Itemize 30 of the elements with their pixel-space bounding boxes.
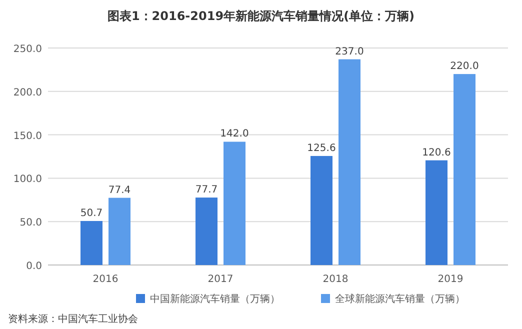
y-tick-label: 200.0: [13, 87, 42, 98]
bar: [310, 156, 332, 265]
x-tick-label: 2018: [322, 274, 348, 285]
legend-label: 全球新能源汽车销量（万辆）: [335, 293, 465, 305]
data-label: 125.6: [307, 142, 336, 154]
x-tick-label: 2017: [208, 274, 234, 285]
data-label: 77.4: [108, 184, 131, 196]
y-tick-label: 0.0: [26, 261, 42, 272]
bar: [454, 74, 476, 265]
y-tick-label: 150.0: [13, 130, 42, 142]
bar: [196, 198, 218, 265]
text: 资料来源：中国汽车工业协会: [8, 313, 138, 325]
legend-label: 中国新能源汽车销量（万辆）: [150, 293, 280, 305]
y-tick-label: 100.0: [13, 174, 42, 186]
bar: [108, 198, 130, 265]
y-tick-label: 250.0: [13, 44, 42, 55]
data-label: 120.6: [422, 147, 451, 158]
bar: [426, 160, 448, 265]
x-tick-label: 2016: [92, 274, 118, 285]
bar: [338, 59, 360, 265]
bar: [224, 142, 246, 265]
y-tick-label: 50.0: [20, 218, 42, 229]
data-label: 50.7: [80, 208, 103, 219]
data-label: 237.0: [335, 46, 364, 58]
data-label: 142.0: [220, 128, 249, 140]
x-tick-label: 2019: [438, 274, 464, 285]
data-label: 220.0: [450, 61, 479, 72]
bar: [80, 220, 102, 265]
data-label: 77.7: [195, 184, 218, 196]
chart-title: 图表1：2016-2019年新能源汽车销量情况(单位：万辆): [107, 9, 415, 23]
